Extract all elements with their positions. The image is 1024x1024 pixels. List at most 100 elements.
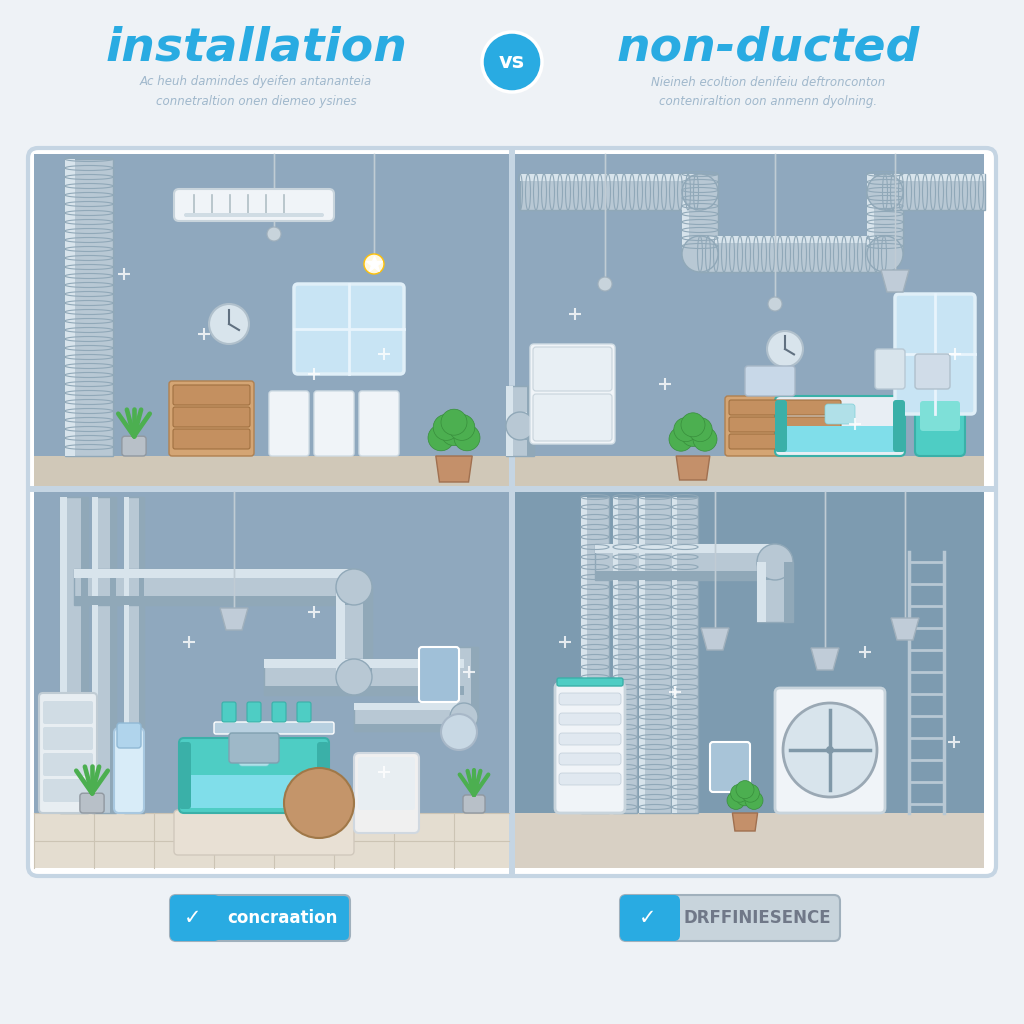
- Circle shape: [209, 304, 249, 344]
- FancyBboxPatch shape: [893, 400, 905, 452]
- Polygon shape: [784, 562, 793, 622]
- Polygon shape: [65, 159, 113, 456]
- Polygon shape: [362, 587, 372, 677]
- FancyBboxPatch shape: [117, 723, 141, 748]
- Circle shape: [441, 714, 477, 750]
- Circle shape: [681, 422, 705, 446]
- Polygon shape: [867, 174, 903, 254]
- Circle shape: [745, 792, 763, 809]
- Circle shape: [693, 427, 717, 452]
- FancyBboxPatch shape: [710, 742, 750, 792]
- FancyBboxPatch shape: [530, 344, 615, 444]
- FancyBboxPatch shape: [534, 347, 612, 391]
- FancyBboxPatch shape: [184, 213, 324, 217]
- FancyBboxPatch shape: [620, 895, 840, 941]
- Polygon shape: [520, 412, 600, 419]
- Polygon shape: [515, 456, 984, 486]
- Polygon shape: [509, 148, 515, 876]
- Polygon shape: [595, 544, 775, 553]
- Text: Ac heuh damindes dyeifen antananteia
connetraltion onen diemeo ysines: Ac heuh damindes dyeifen antananteia con…: [140, 76, 372, 109]
- Polygon shape: [811, 648, 839, 670]
- Polygon shape: [581, 497, 587, 813]
- Text: non-ducted: non-ducted: [616, 26, 920, 71]
- Polygon shape: [92, 497, 98, 813]
- FancyBboxPatch shape: [43, 779, 93, 802]
- FancyBboxPatch shape: [170, 895, 350, 941]
- Polygon shape: [732, 813, 758, 831]
- Circle shape: [336, 569, 372, 605]
- Circle shape: [682, 236, 718, 272]
- FancyBboxPatch shape: [825, 404, 855, 424]
- FancyBboxPatch shape: [358, 757, 415, 810]
- FancyBboxPatch shape: [174, 189, 334, 221]
- Circle shape: [433, 415, 459, 440]
- Polygon shape: [595, 544, 775, 580]
- Polygon shape: [867, 174, 874, 254]
- Polygon shape: [595, 571, 775, 580]
- Polygon shape: [700, 236, 885, 272]
- Polygon shape: [60, 497, 88, 813]
- FancyBboxPatch shape: [173, 407, 250, 427]
- FancyBboxPatch shape: [729, 434, 841, 449]
- Polygon shape: [639, 497, 645, 813]
- Text: ✓: ✓: [183, 908, 202, 928]
- FancyBboxPatch shape: [745, 366, 795, 396]
- Polygon shape: [124, 497, 144, 813]
- Polygon shape: [264, 659, 464, 668]
- FancyBboxPatch shape: [559, 733, 621, 745]
- Polygon shape: [124, 497, 129, 813]
- Polygon shape: [354, 703, 454, 731]
- Polygon shape: [471, 647, 478, 717]
- Circle shape: [449, 415, 475, 440]
- Polygon shape: [613, 497, 617, 813]
- Circle shape: [441, 410, 467, 435]
- Circle shape: [598, 278, 612, 291]
- FancyBboxPatch shape: [239, 746, 269, 766]
- Polygon shape: [515, 813, 984, 868]
- Circle shape: [736, 780, 754, 799]
- Polygon shape: [81, 497, 88, 813]
- FancyBboxPatch shape: [187, 775, 321, 808]
- FancyBboxPatch shape: [920, 401, 961, 431]
- Text: DRFFINIESENCE: DRFFINIESENCE: [684, 909, 831, 927]
- Polygon shape: [515, 492, 984, 868]
- Polygon shape: [34, 154, 509, 486]
- Circle shape: [506, 412, 534, 440]
- Polygon shape: [515, 154, 984, 486]
- FancyBboxPatch shape: [534, 394, 612, 441]
- FancyBboxPatch shape: [729, 400, 841, 415]
- Circle shape: [682, 174, 718, 210]
- FancyBboxPatch shape: [43, 753, 93, 776]
- FancyBboxPatch shape: [80, 794, 104, 813]
- FancyBboxPatch shape: [297, 702, 311, 722]
- FancyBboxPatch shape: [272, 702, 286, 722]
- Polygon shape: [92, 497, 116, 813]
- FancyBboxPatch shape: [559, 713, 621, 725]
- Polygon shape: [34, 813, 509, 868]
- Polygon shape: [264, 659, 464, 695]
- Polygon shape: [354, 724, 454, 731]
- Circle shape: [364, 254, 384, 274]
- Polygon shape: [336, 587, 372, 677]
- Polygon shape: [354, 703, 454, 710]
- Circle shape: [336, 659, 372, 695]
- Circle shape: [482, 32, 542, 92]
- Polygon shape: [672, 497, 677, 813]
- Circle shape: [441, 420, 467, 445]
- Circle shape: [681, 413, 705, 437]
- Polygon shape: [506, 386, 534, 456]
- Circle shape: [674, 418, 697, 441]
- Circle shape: [767, 331, 803, 367]
- Polygon shape: [139, 497, 144, 813]
- Polygon shape: [74, 569, 354, 578]
- Polygon shape: [682, 174, 689, 254]
- Polygon shape: [676, 456, 710, 480]
- Polygon shape: [450, 647, 457, 717]
- Circle shape: [727, 792, 745, 809]
- Text: vs: vs: [499, 52, 525, 72]
- FancyBboxPatch shape: [43, 701, 93, 724]
- FancyBboxPatch shape: [179, 742, 191, 809]
- Polygon shape: [757, 562, 766, 622]
- FancyBboxPatch shape: [114, 728, 144, 813]
- Polygon shape: [613, 497, 637, 813]
